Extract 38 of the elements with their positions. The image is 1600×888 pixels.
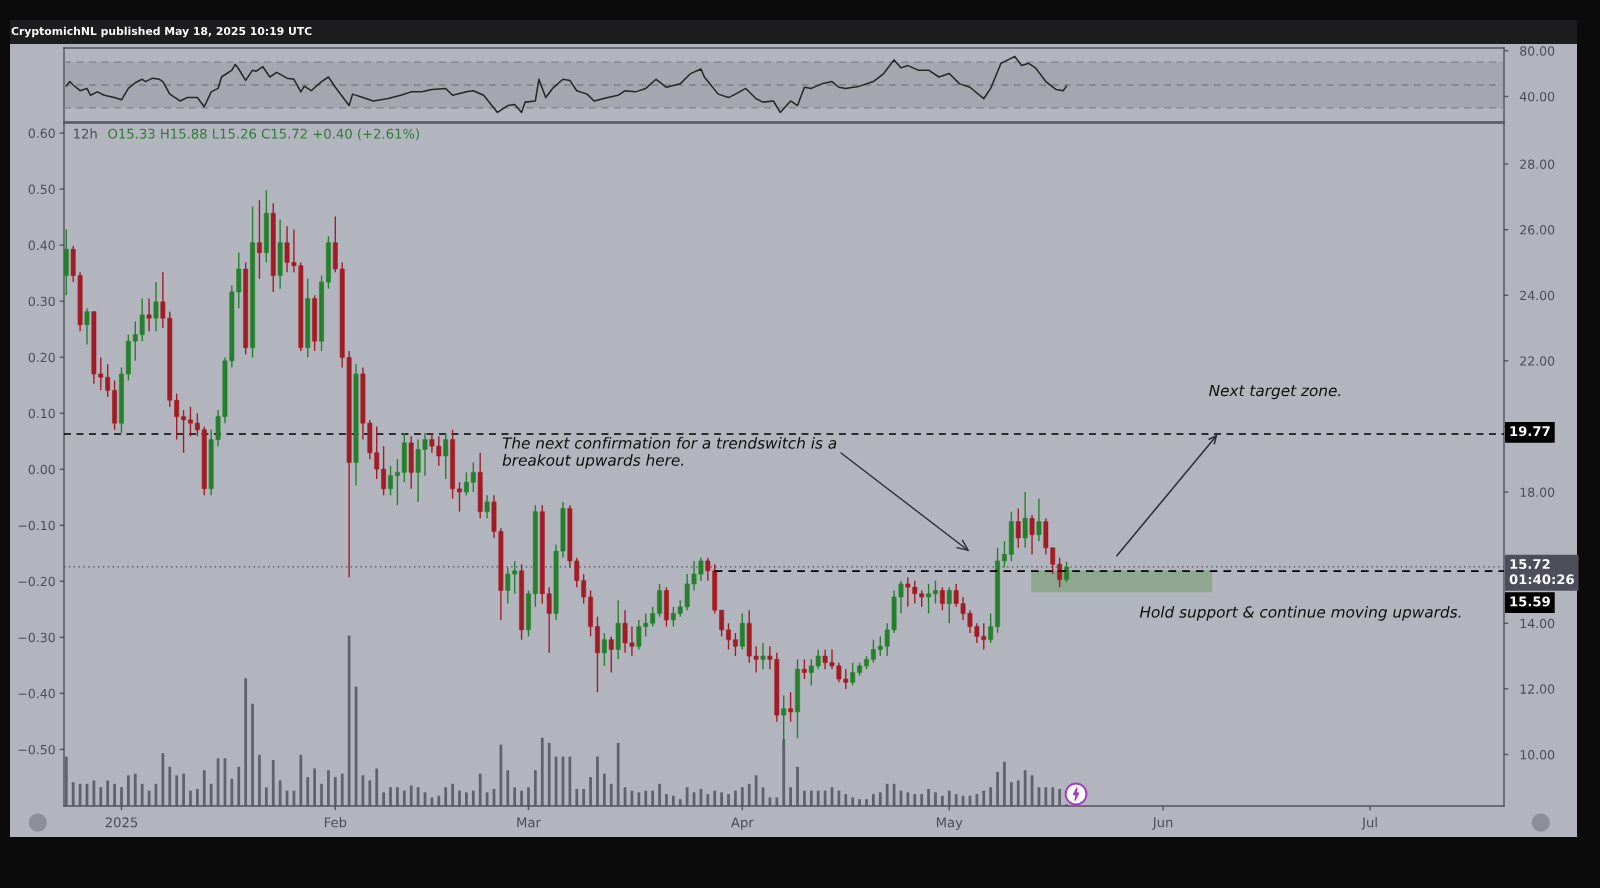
x-tick-label: Jul: [1361, 817, 1377, 830]
y2-tick-label: −0.10: [18, 520, 55, 531]
x-tick-label: Jun: [1152, 817, 1173, 830]
y2-tick-label: 0.10: [28, 408, 55, 419]
chart-title: 12h: [74, 128, 97, 139]
y-tick-label: 12.00: [1520, 684, 1555, 694]
annotation: The next confirmation for a trendswitch is a breakout upwards here.: [502, 436, 837, 469]
ref-line-label: 15.72 01:40:26: [1509, 559, 1574, 585]
y2-tick-label: 0.20: [28, 352, 55, 363]
y-tick-label: 28.00: [1520, 159, 1555, 169]
y2-tick-label: −0.50: [18, 744, 55, 755]
x-tick-label: Mar: [517, 817, 541, 828]
y-tick-label: 26.00: [1520, 225, 1555, 235]
x-tick-label: 2025: [105, 817, 138, 828]
x-tick-label: May: [936, 817, 963, 830]
y2-tick-label: 0.60: [28, 128, 55, 139]
y2-tick-label: 0.50: [28, 184, 55, 195]
y2-tick-label: 0.30: [28, 296, 55, 307]
annotation: Hold support & continue moving upwards.: [1139, 605, 1461, 621]
ref-line-label: 19.77: [1510, 426, 1550, 437]
y-tick-label: 22.00: [1520, 356, 1555, 366]
chart-subtitle: O15.33 H15.88 L15.26 C15.72 +0.40 (+2.61%): [108, 128, 420, 141]
y-tick-label: 24.00: [1520, 290, 1555, 301]
y2-tick-label: 0.40: [28, 240, 55, 251]
y2-tick-label: −0.20: [18, 576, 55, 587]
y-tick-label: 80.00: [1520, 46, 1555, 56]
y-tick-label: 14.00: [1520, 618, 1555, 629]
y2-tick-label: −0.40: [18, 688, 55, 699]
annotation: Next target zone.: [1209, 384, 1341, 400]
text: CryptomichNL published May 18, 2025 10:19 UTC: [11, 26, 312, 38]
data-label: 15.59: [1510, 596, 1550, 607]
y-tick-label: 18.00: [1520, 487, 1555, 497]
y-tick-label: 40.00: [1519, 91, 1555, 102]
x-tick-label: Apr: [731, 817, 754, 830]
x-tick-label: Feb: [324, 817, 347, 828]
y2-tick-label: −0.30: [18, 632, 55, 643]
y-tick-label: 10.00: [1520, 749, 1555, 760]
y2-tick-label: 0.00: [28, 464, 55, 475]
